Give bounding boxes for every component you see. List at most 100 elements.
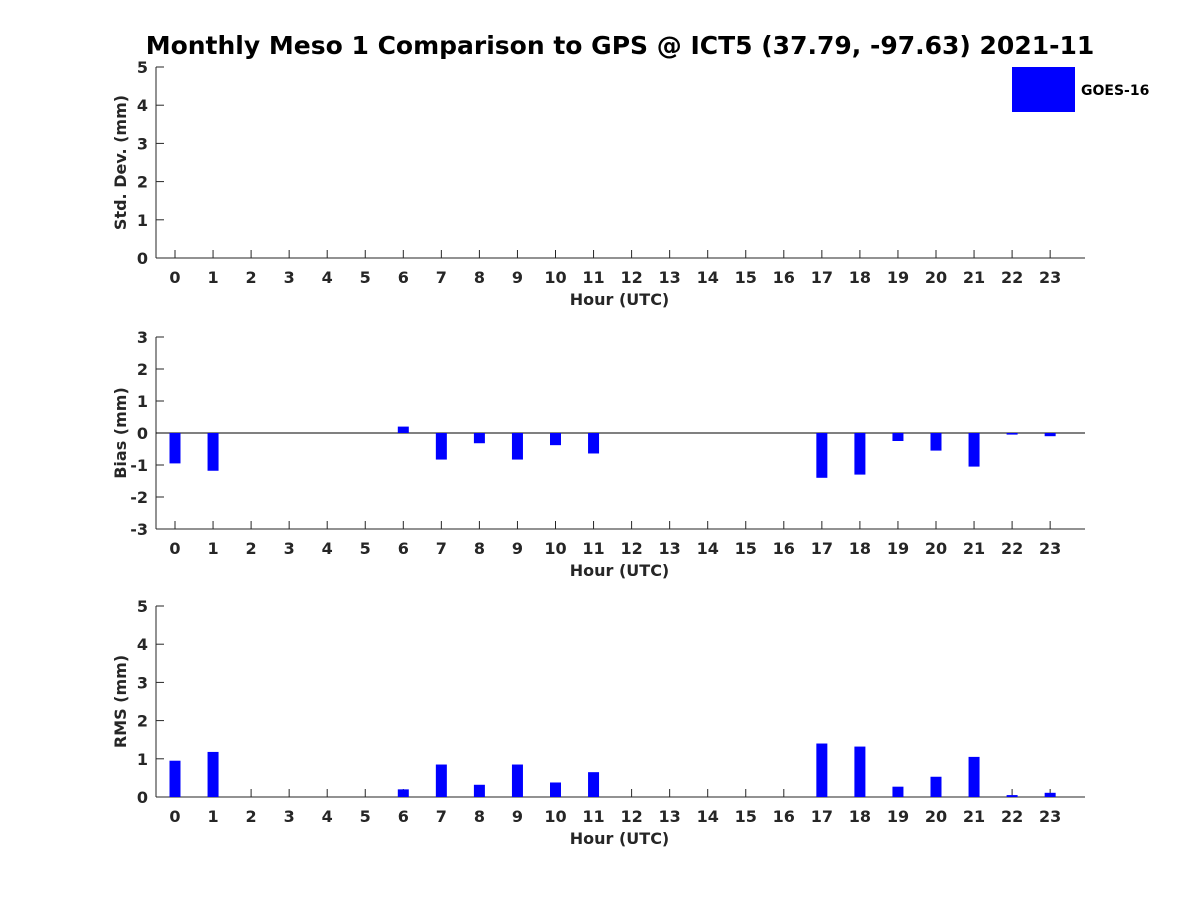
x-tick-label: 4 bbox=[322, 268, 333, 287]
x-tick-label: 20 bbox=[925, 539, 947, 558]
bar-hour-19 bbox=[892, 433, 904, 441]
bar-hour-1 bbox=[207, 751, 219, 797]
x-tick-label: 10 bbox=[544, 807, 566, 826]
y-axis-label: RMS (mm) bbox=[111, 655, 130, 748]
y-tick-label: 4 bbox=[137, 635, 148, 654]
x-tick-label: 13 bbox=[659, 807, 681, 826]
x-tick-label: 6 bbox=[398, 807, 409, 826]
bar-hour-17 bbox=[816, 433, 828, 478]
bar-hour-9 bbox=[511, 764, 523, 797]
x-axis-label: Hour (UTC) bbox=[570, 290, 670, 309]
y-axis-label: Std. Dev. (mm) bbox=[111, 95, 130, 230]
bar-hour-17 bbox=[816, 743, 828, 797]
x-tick-label: 0 bbox=[169, 539, 180, 558]
x-tick-label: 22 bbox=[1001, 268, 1023, 287]
x-tick-label: 20 bbox=[925, 268, 947, 287]
y-tick-label: 4 bbox=[137, 96, 148, 115]
x-tick-label: 7 bbox=[436, 807, 447, 826]
y-tick-label: 2 bbox=[137, 712, 148, 731]
x-tick-label: 8 bbox=[474, 268, 485, 287]
bar-hour-18 bbox=[854, 433, 866, 475]
x-tick-label: 8 bbox=[474, 539, 485, 558]
x-tick-label: 7 bbox=[436, 539, 447, 558]
x-tick-label: 11 bbox=[582, 539, 604, 558]
bar-hour-23 bbox=[1044, 433, 1056, 437]
x-tick-label: 12 bbox=[620, 807, 642, 826]
x-tick-label: 14 bbox=[697, 807, 719, 826]
bar-hour-7 bbox=[435, 764, 447, 797]
bar-hour-6 bbox=[397, 789, 409, 797]
x-tick-label: 22 bbox=[1001, 539, 1023, 558]
x-tick-label: 4 bbox=[322, 807, 333, 826]
x-tick-label: 8 bbox=[474, 807, 485, 826]
x-tick-label: 19 bbox=[887, 807, 909, 826]
x-tick-label: 20 bbox=[925, 807, 947, 826]
x-tick-label: 10 bbox=[544, 268, 566, 287]
y-tick-label: 5 bbox=[137, 597, 148, 616]
x-tick-label: 13 bbox=[659, 539, 681, 558]
x-tick-label: 4 bbox=[322, 539, 333, 558]
x-tick-label: 2 bbox=[246, 539, 257, 558]
x-tick-label: 23 bbox=[1039, 807, 1061, 826]
bar-hour-10 bbox=[550, 433, 561, 446]
x-tick-label: 9 bbox=[512, 268, 523, 287]
x-tick-label: 1 bbox=[207, 268, 218, 287]
x-tick-label: 1 bbox=[207, 807, 218, 826]
x-tick-label: 17 bbox=[811, 807, 833, 826]
bar-hour-22 bbox=[1006, 433, 1018, 435]
x-tick-label: 7 bbox=[436, 268, 447, 287]
y-tick-label: 1 bbox=[137, 750, 148, 769]
x-tick-label: 22 bbox=[1001, 807, 1023, 826]
x-tick-label: 16 bbox=[773, 539, 795, 558]
x-tick-label: 3 bbox=[284, 539, 295, 558]
x-tick-label: 1 bbox=[207, 539, 218, 558]
x-tick-label: 5 bbox=[360, 539, 371, 558]
y-tick-label: 3 bbox=[137, 328, 148, 347]
x-tick-label: 19 bbox=[887, 539, 909, 558]
bar-hour-19 bbox=[892, 786, 904, 797]
x-tick-label: 13 bbox=[659, 268, 681, 287]
x-tick-label: 5 bbox=[360, 807, 371, 826]
bar-hour-7 bbox=[435, 433, 447, 460]
y-tick-label: 0 bbox=[137, 424, 148, 443]
x-tick-label: 15 bbox=[735, 807, 757, 826]
y-axis-label: Bias (mm) bbox=[111, 387, 130, 479]
x-tick-label: 0 bbox=[169, 807, 180, 826]
x-tick-label: 19 bbox=[887, 268, 909, 287]
y-tick-label: 3 bbox=[137, 673, 148, 692]
y-tick-label: 1 bbox=[137, 392, 148, 411]
x-tick-label: 17 bbox=[811, 268, 833, 287]
y-tick-label: -3 bbox=[130, 520, 148, 539]
figure-title: Monthly Meso 1 Comparison to GPS @ ICT5 … bbox=[146, 31, 1095, 60]
x-tick-label: 17 bbox=[811, 539, 833, 558]
bar-hour-0 bbox=[169, 433, 181, 464]
x-tick-label: 11 bbox=[582, 807, 604, 826]
x-axis-label: Hour (UTC) bbox=[570, 561, 670, 580]
x-tick-label: 3 bbox=[284, 268, 295, 287]
x-tick-label: 9 bbox=[512, 807, 523, 826]
x-tick-label: 21 bbox=[963, 807, 985, 826]
y-tick-label: 0 bbox=[137, 249, 148, 268]
legend-swatch bbox=[1012, 67, 1075, 112]
x-tick-label: 12 bbox=[620, 539, 642, 558]
bar-hour-0 bbox=[169, 760, 181, 797]
bar-hour-20 bbox=[930, 776, 942, 797]
x-tick-label: 2 bbox=[246, 807, 257, 826]
bar-hour-8 bbox=[473, 784, 485, 797]
x-tick-label: 16 bbox=[773, 807, 795, 826]
y-tick-label: 3 bbox=[137, 134, 148, 153]
bar-hour-18 bbox=[854, 746, 866, 797]
x-tick-label: 21 bbox=[963, 268, 985, 287]
y-tick-label: 1 bbox=[137, 211, 148, 230]
x-tick-label: 15 bbox=[735, 268, 757, 287]
x-tick-label: 10 bbox=[544, 539, 566, 558]
x-tick-label: 23 bbox=[1039, 539, 1061, 558]
bar-hour-22 bbox=[1006, 795, 1018, 797]
x-tick-label: 15 bbox=[735, 539, 757, 558]
x-tick-label: 18 bbox=[849, 268, 871, 287]
x-tick-label: 6 bbox=[398, 539, 409, 558]
